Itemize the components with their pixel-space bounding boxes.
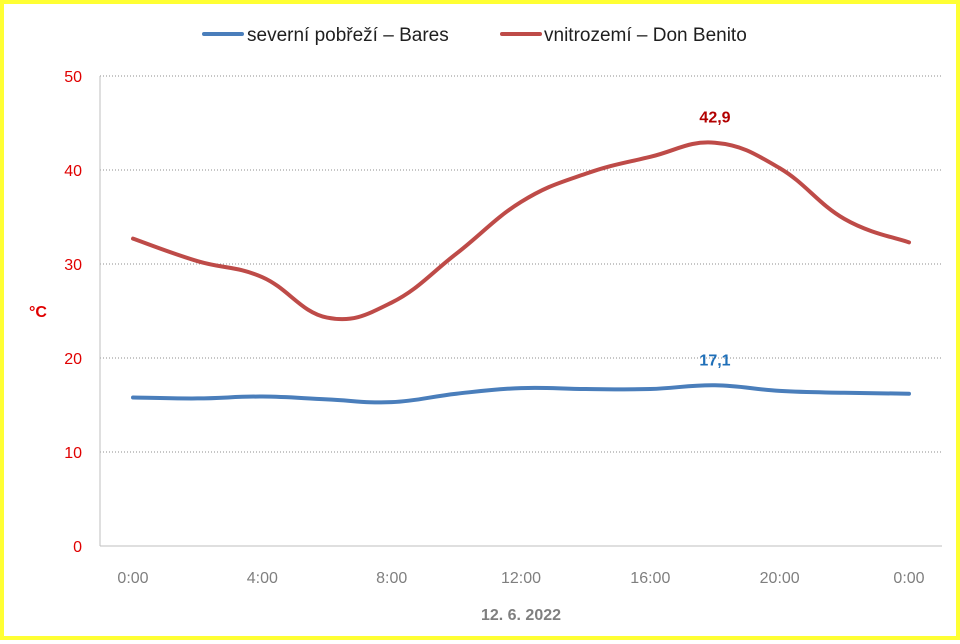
x-tick-label: 12:00 <box>501 570 541 587</box>
y-tick-label: 10 <box>64 445 82 462</box>
y-tick-label: 20 <box>64 351 82 368</box>
y-axis-label: °C <box>29 304 47 321</box>
y-tick-label: 50 <box>64 69 82 86</box>
x-tick-label: 0:00 <box>117 570 148 587</box>
data-labels: 17,1 42,9 <box>699 110 730 370</box>
legend-label-don-benito: vnitrozemí – Don Benito <box>544 25 747 46</box>
y-tick-label: 40 <box>64 163 82 180</box>
y-axis-ticks: 0 10 20 30 40 50 <box>64 69 82 556</box>
gridlines <box>100 75 942 453</box>
axes <box>99 76 942 547</box>
line-chart: severní pobřeží – Bares vnitrozemí – Don… <box>29 25 942 624</box>
x-tick-label: 8:00 <box>376 570 407 587</box>
legend: severní pobřeží – Bares vnitrozemí – Don… <box>202 25 747 46</box>
x-tick-label: 4:00 <box>247 570 278 587</box>
legend-label-bares: severní pobřeží – Bares <box>247 25 449 46</box>
y-tick-label: 30 <box>64 257 82 274</box>
y-tick-label: 0 <box>73 539 82 556</box>
x-axis-label: 12. 6. 2022 <box>481 607 561 624</box>
data-label: 17,1 <box>699 352 730 369</box>
data-label: 42,9 <box>699 110 730 127</box>
x-axis-ticks: 0:00 4:00 8:00 12:00 16:00 20:00 0:00 <box>117 570 924 587</box>
x-tick-label: 16:00 <box>630 570 670 587</box>
series-lines <box>131 140 911 405</box>
x-tick-label: 20:00 <box>760 570 800 587</box>
series-line-bares <box>131 383 911 405</box>
x-tick-label: 0:00 <box>893 570 924 587</box>
series-line-don-benito <box>131 140 911 322</box>
